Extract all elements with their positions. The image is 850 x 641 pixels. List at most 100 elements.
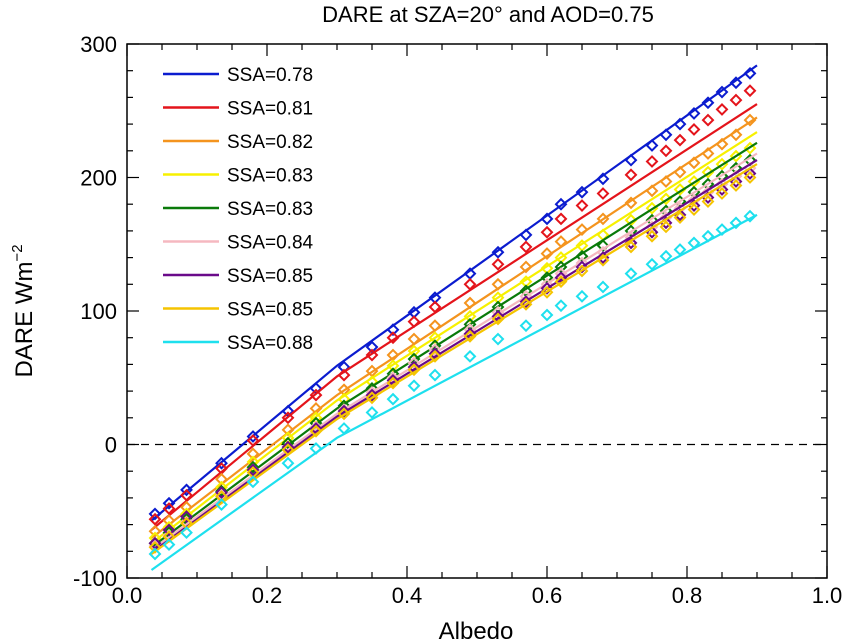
series-marker	[540, 285, 554, 299]
series-marker	[743, 167, 757, 180]
series-marker	[554, 197, 568, 211]
series-marker	[519, 260, 533, 274]
series-marker	[687, 123, 701, 136]
series-marker	[337, 399, 351, 413]
legend: SSA=0.78 SSA=0.81 SSA=0.82 SSA=0.83 SSA=0.83…	[163, 65, 314, 354]
series-marker	[386, 376, 400, 390]
series-marker	[596, 172, 610, 186]
series-line	[150, 152, 758, 551]
plot-area: -100 0 100 200 300 0.0 0.2 0.4 0.6 0.8 1.0 SSA=0.78…	[73, 32, 842, 608]
series-marker	[491, 257, 505, 271]
plot-frame	[126, 43, 828, 579]
series-marker	[540, 225, 554, 239]
legend-label: SSA=0.85	[227, 266, 313, 287]
series-marker	[519, 295, 533, 309]
series-marker	[659, 220, 673, 234]
series-marker	[645, 257, 659, 271]
series-marker	[743, 84, 757, 98]
series-marker	[215, 456, 228, 470]
legend-label: SSA=0.85	[227, 300, 313, 321]
legend-label: SSA=0.78	[227, 65, 313, 86]
series-marker	[729, 216, 743, 230]
series-marker	[337, 422, 351, 435]
series-marker	[246, 430, 260, 443]
series-marker	[337, 368, 351, 382]
series-marker	[386, 392, 400, 406]
y-axis-label: DARE Wm−2	[9, 244, 38, 377]
x-tick-label: 0.8	[672, 583, 703, 608]
series-marker	[687, 203, 701, 216]
series-line	[150, 141, 758, 549]
legend-label: SSA=0.88	[227, 333, 313, 354]
series-2	[148, 84, 758, 531]
series-marker	[365, 406, 379, 419]
y-tick-label: 300	[80, 32, 117, 57]
series-marker	[540, 247, 554, 261]
series-9	[148, 209, 758, 571]
series-marker	[148, 540, 162, 554]
series-marker	[575, 260, 589, 274]
series-marker	[645, 139, 659, 152]
series-marker	[540, 281, 554, 295]
series-line	[150, 131, 758, 545]
series-marker	[540, 212, 554, 226]
series-marker	[148, 507, 162, 521]
series-marker	[645, 229, 659, 243]
series-marker	[729, 93, 743, 107]
series-marker	[659, 128, 673, 142]
series-marker	[673, 183, 687, 196]
series-marker	[624, 267, 638, 281]
legend-label: SSA=0.82	[227, 132, 313, 153]
series-marker	[281, 423, 295, 437]
series-marker	[407, 332, 421, 346]
series-marker	[687, 236, 701, 250]
series-marker	[407, 379, 421, 393]
series-marker	[645, 184, 659, 198]
y-tick-label: 0	[105, 433, 117, 458]
series-marker	[180, 483, 193, 497]
series-marker	[386, 323, 400, 337]
x-tick-label: 1.0	[812, 583, 843, 608]
y-tick-label: -100	[73, 566, 117, 591]
series-marker	[281, 440, 295, 454]
series-marker	[715, 187, 729, 200]
series-marker	[309, 424, 323, 438]
series-line	[150, 116, 758, 539]
legend-label: SSA=0.84	[227, 233, 314, 254]
series-marker	[281, 436, 295, 450]
series-marker	[701, 96, 715, 110]
series-marker	[148, 524, 162, 538]
series-marker	[596, 212, 610, 226]
series-marker	[491, 277, 505, 291]
series-marker	[596, 253, 610, 267]
series-marker	[281, 443, 295, 457]
y-axis-label-text: DARE Wm	[11, 262, 38, 378]
y-tick-label: 100	[80, 299, 117, 324]
series-marker	[246, 447, 260, 461]
series-marker	[519, 240, 533, 254]
series-marker	[659, 144, 673, 158]
series-marker	[596, 280, 610, 294]
series-marker	[519, 228, 533, 242]
series-marker	[148, 547, 162, 561]
series-marker	[365, 388, 379, 402]
series-marker	[180, 488, 193, 502]
series-marker	[701, 195, 715, 208]
legend-label: SSA=0.81	[227, 99, 313, 120]
series-marker	[428, 368, 442, 382]
series-marker	[596, 239, 610, 252]
series-marker	[701, 113, 715, 127]
series-marker	[246, 434, 260, 447]
series-marker	[715, 103, 729, 116]
series-marker	[715, 85, 729, 99]
series-marker	[743, 113, 757, 127]
series-marker	[624, 168, 638, 182]
series-marker	[575, 289, 589, 303]
series-marker	[463, 349, 477, 363]
series-marker	[673, 243, 687, 257]
series-marker	[715, 137, 729, 151]
series-marker	[281, 456, 295, 470]
series-marker	[215, 472, 228, 486]
series-line	[150, 103, 758, 531]
